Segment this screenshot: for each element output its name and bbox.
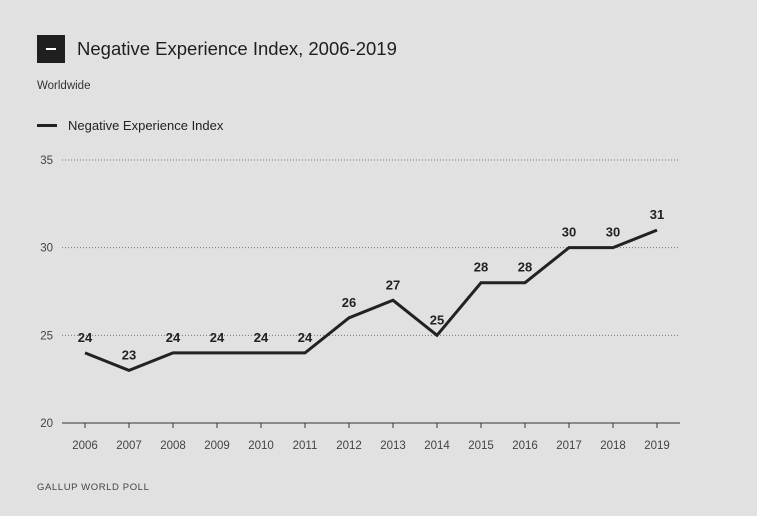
data-label: 25: [430, 312, 444, 327]
data-label: 23: [122, 347, 136, 362]
y-tick-label: 25: [40, 330, 53, 342]
x-tick-label: 2017: [556, 440, 582, 452]
y-tick-label: 20: [40, 418, 53, 430]
data-label: 24: [298, 330, 313, 345]
x-tick-label: 2010: [248, 440, 274, 452]
data-label: 27: [386, 277, 400, 292]
data-label: 30: [606, 225, 620, 240]
x-tick-label: 2009: [204, 440, 230, 452]
data-label: 24: [78, 330, 93, 345]
source-note: GALLUP WORLD POLL: [37, 482, 150, 493]
y-tick-label: 35: [40, 155, 53, 167]
chart-title: Negative Experience Index, 2006-2019: [77, 38, 397, 59]
legend: Negative Experience Index: [37, 118, 223, 133]
line-layer: [84, 228, 658, 373]
data-label: 28: [474, 260, 488, 275]
data-label: 24: [210, 330, 225, 345]
x-tick-label: 2014: [424, 440, 450, 452]
x-tick-label: 2007: [116, 440, 142, 452]
data-label: 24: [254, 330, 269, 345]
y-tick-label: 30: [40, 243, 53, 255]
x-tick-label: 2019: [644, 440, 670, 452]
data-label: 31: [650, 207, 664, 222]
legend-label: Negative Experience Index: [68, 118, 224, 133]
series-line: [84, 228, 658, 373]
x-tick-label: 2013: [380, 440, 406, 452]
data-label: 24: [166, 330, 181, 345]
collapse-button[interactable]: [37, 35, 65, 63]
legend-swatch: [37, 124, 57, 127]
data-label: 30: [562, 225, 576, 240]
data-label: 28: [518, 260, 532, 275]
x-tick-label: 2016: [512, 440, 538, 452]
x-tick-label: 2012: [336, 440, 362, 452]
title-row: Negative Experience Index, 2006-2019: [37, 35, 397, 63]
x-tick-label: 2011: [293, 440, 318, 452]
minus-icon: [46, 48, 56, 50]
x-tick-label: 2015: [468, 440, 494, 452]
data-label: 26: [342, 295, 356, 310]
x-tick-label: 2018: [600, 440, 626, 452]
chart-subtitle: Worldwide: [37, 80, 91, 92]
label-layer: 20 25 30 35 2006 2007 2008 2009 2010 2011 2012 2013…: [40, 155, 670, 452]
grid-layer: [62, 159, 680, 428]
x-tick-label: 2006: [72, 440, 98, 452]
x-tick-label: 2008: [160, 440, 186, 452]
